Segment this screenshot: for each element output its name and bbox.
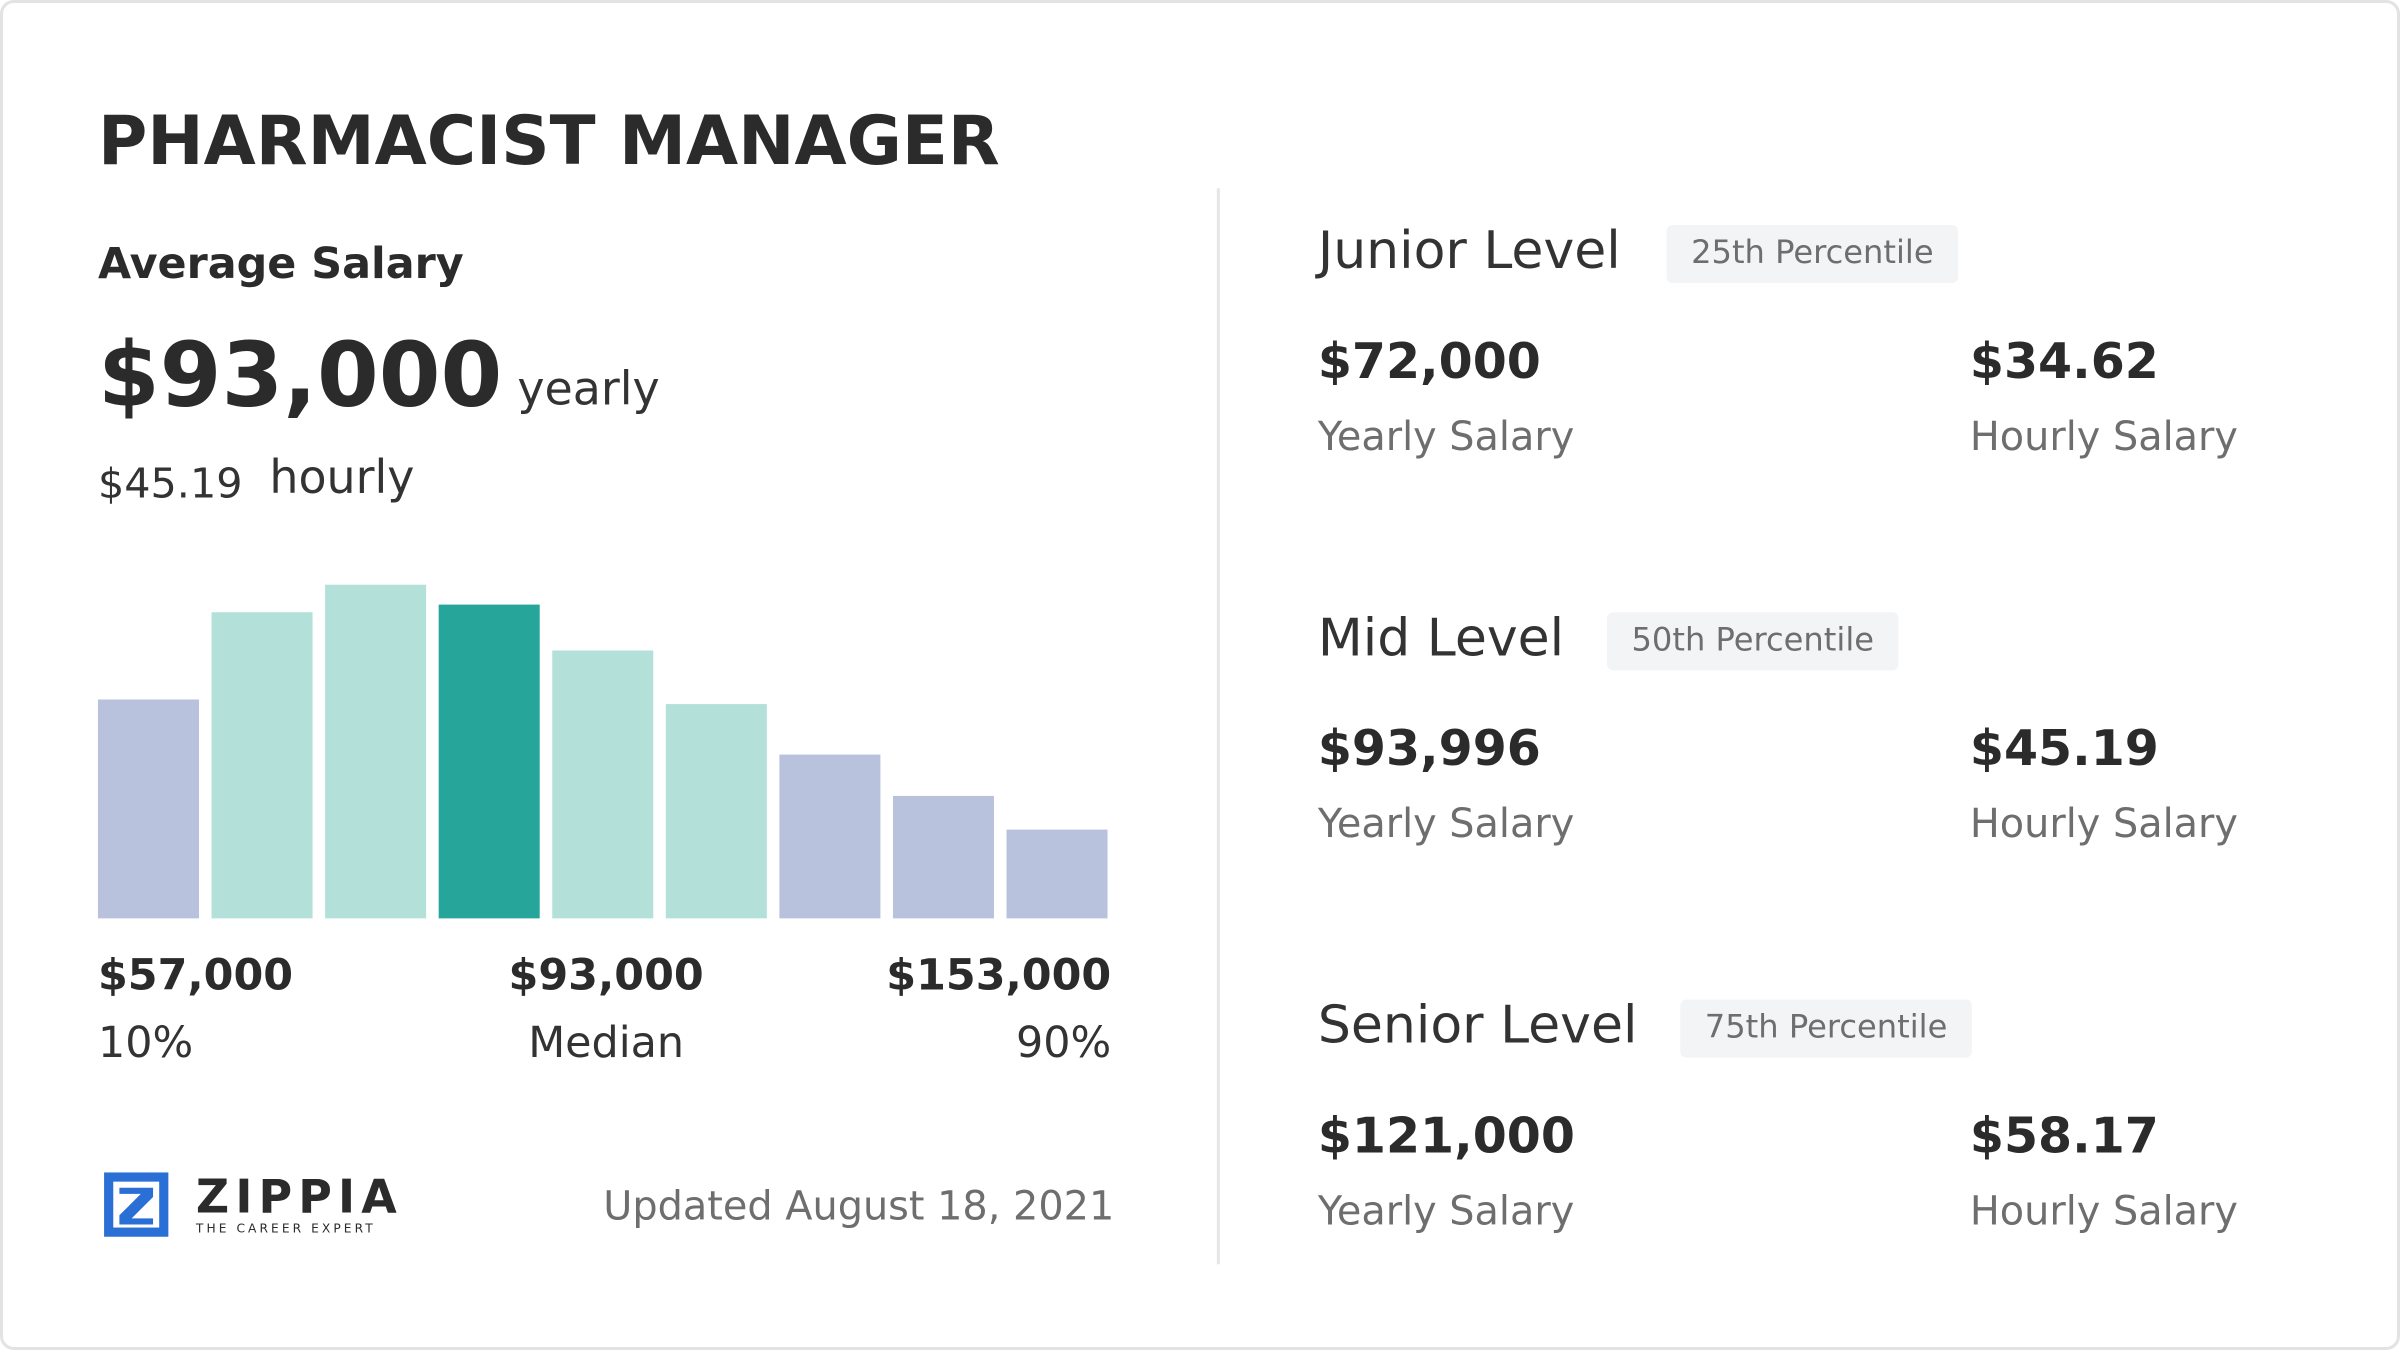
hourly-label: Hourly Salary — [1970, 414, 2238, 460]
hourly-unit: hourly — [269, 450, 414, 504]
title: PHARMACIST MANAGER — [98, 101, 1000, 180]
average-hourly: $45.19 — [98, 460, 243, 508]
yearly-label: Yearly Salary — [1317, 414, 1574, 460]
hourly-value: $34.62 — [1970, 333, 2159, 390]
histogram-bar — [97, 699, 199, 919]
logo-tagline: THE CAREER EXPERT — [195, 1222, 376, 1236]
updated-date: Updated August 18, 2021 — [603, 1184, 1114, 1230]
range-label: 90% — [1016, 1018, 1111, 1068]
hourly-value: $58.17 — [1970, 1107, 2159, 1164]
histogram-bar — [325, 584, 427, 919]
level-name: Junior Level — [1315, 221, 1621, 281]
hourly-label: Hourly Salary — [1970, 1188, 2238, 1234]
percentile-badge — [1680, 999, 1972, 1058]
percentile-text: 25th Percentile — [1691, 233, 1934, 271]
range-amount: $57,000 — [98, 951, 293, 1001]
average-label: Average Salary — [98, 239, 464, 289]
range-label: Median — [528, 1018, 684, 1068]
percentile-text: 75th Percentile — [1705, 1008, 1948, 1046]
logo-text: ZIPPIA — [196, 1170, 403, 1224]
hourly-value: $45.19 — [1970, 720, 2159, 777]
histogram-bar — [892, 795, 994, 919]
range-amount: $93,000 — [509, 951, 704, 1001]
percentile-text: 50th Percentile — [1631, 620, 1874, 658]
yearly-value: $121,000 — [1318, 1107, 1575, 1164]
histogram — [97, 584, 1108, 919]
yearly-label: Yearly Salary — [1317, 1188, 1574, 1234]
level-name: Senior Level — [1318, 996, 1638, 1056]
level-name: Mid Level — [1318, 608, 1564, 668]
percentile-badge — [1606, 612, 1899, 671]
histogram-bar — [665, 704, 767, 919]
levels: Junior Level 25th Percentile $72,000 Yearly… — [1315, 221, 2238, 1234]
yearly-label: Yearly Salary — [1317, 801, 1574, 847]
histogram-bar — [552, 650, 654, 919]
logo-icon — [104, 1172, 169, 1237]
histogram-bar — [438, 604, 540, 919]
histogram-bar — [211, 612, 313, 919]
range-label: 10% — [98, 1018, 193, 1068]
histogram-bar — [1006, 829, 1108, 919]
yearly-value: $72,000 — [1318, 333, 1541, 390]
yearly-unit: yearly — [517, 361, 659, 415]
percentile-badge — [1666, 225, 1959, 284]
histogram-bar — [779, 754, 881, 919]
average-yearly: $93,000 — [98, 324, 502, 427]
hourly-label: Hourly Salary — [1970, 801, 2238, 847]
range-amount: $153,000 — [886, 951, 1111, 1001]
yearly-value: $93,996 — [1318, 720, 1541, 777]
